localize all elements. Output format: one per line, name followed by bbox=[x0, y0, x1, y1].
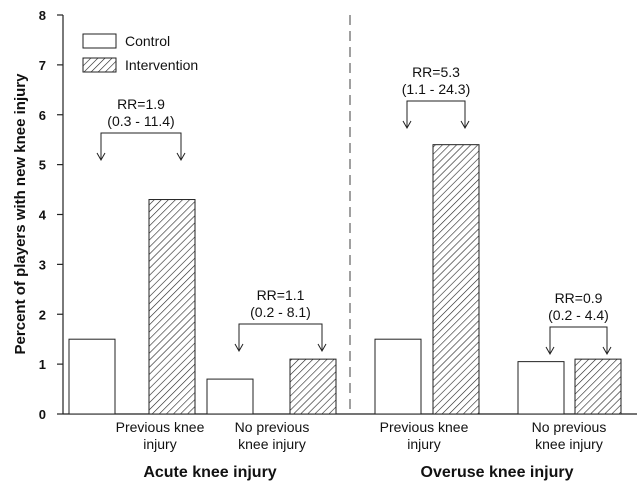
category-label-line1: Previous knee bbox=[380, 419, 469, 435]
rr-arrowhead bbox=[460, 120, 470, 130]
legend-swatch-control bbox=[82, 33, 117, 49]
rr-ci: (1.1 - 24.3) bbox=[402, 81, 470, 97]
y-tick-label: 7 bbox=[39, 58, 46, 73]
category-label-line1: Previous knee bbox=[116, 419, 205, 435]
legend-label-control: Control bbox=[125, 33, 170, 49]
group-label-acute: Acute knee injury bbox=[143, 464, 276, 481]
category-label-line1: No previous bbox=[235, 419, 310, 435]
bar-control bbox=[374, 338, 422, 415]
legend-label-intervention: Intervention bbox=[125, 57, 198, 73]
bar-intervention bbox=[574, 358, 622, 415]
y-tick-label: 2 bbox=[39, 307, 46, 322]
rr-bracket bbox=[238, 323, 323, 351]
bar-control bbox=[517, 361, 565, 415]
rr-ci: (0.2 - 4.4) bbox=[548, 307, 609, 323]
category-label-line2: knee injury bbox=[238, 436, 306, 452]
rr-arrowhead bbox=[234, 343, 244, 353]
bars bbox=[68, 144, 622, 415]
rr-arrowhead bbox=[602, 346, 612, 356]
rr-ci: (0.2 - 8.1) bbox=[250, 304, 311, 320]
category-label-line2: knee injury bbox=[535, 436, 603, 452]
rr-ci: (0.3 - 11.4) bbox=[107, 113, 174, 129]
legend-swatch-intervention bbox=[82, 57, 117, 73]
category-label-line2: injury bbox=[407, 436, 440, 452]
rr-bracket bbox=[549, 326, 608, 354]
y-ticks: 0 1 2 3 4 5 6 7 8 bbox=[39, 8, 63, 422]
bar-control bbox=[206, 378, 254, 415]
y-tick-label: 0 bbox=[39, 407, 46, 422]
rr-bracket bbox=[100, 132, 182, 160]
bar-intervention bbox=[148, 199, 196, 415]
rr-bracket bbox=[406, 100, 466, 128]
rr-annotations: RR=1.9(0.3 - 11.4) RR=1.1(0.2 - 8.1) RR=5.… bbox=[96, 64, 612, 356]
rr-value: RR=5.3 bbox=[412, 64, 460, 80]
bar-control bbox=[68, 338, 116, 415]
rr-value: RR=0.9 bbox=[555, 290, 603, 306]
rr-value: RR=1.9 bbox=[117, 96, 165, 112]
bar-intervention bbox=[289, 358, 337, 415]
rr-arrowhead bbox=[402, 120, 412, 130]
category-label-line2: injury bbox=[143, 436, 176, 452]
rr-arrowhead bbox=[545, 346, 555, 356]
y-tick-label: 4 bbox=[39, 208, 47, 223]
category-label-line1: No previous bbox=[532, 419, 607, 435]
bar-intervention bbox=[432, 144, 480, 415]
legend: Control Intervention bbox=[82, 33, 198, 73]
y-tick-label: 3 bbox=[39, 257, 46, 272]
rr-arrowhead bbox=[96, 152, 106, 162]
y-axis-label: Percent of players with new knee injury bbox=[12, 73, 29, 355]
y-tick-label: 8 bbox=[39, 8, 46, 23]
group-label-overuse: Overuse knee injury bbox=[421, 464, 574, 481]
y-tick-label: 1 bbox=[39, 357, 46, 372]
y-tick-label: 5 bbox=[39, 158, 46, 173]
y-tick-label: 6 bbox=[39, 108, 46, 123]
rr-arrowhead bbox=[317, 343, 327, 353]
rr-arrowhead bbox=[176, 152, 186, 162]
rr-value: RR=1.1 bbox=[257, 287, 305, 303]
